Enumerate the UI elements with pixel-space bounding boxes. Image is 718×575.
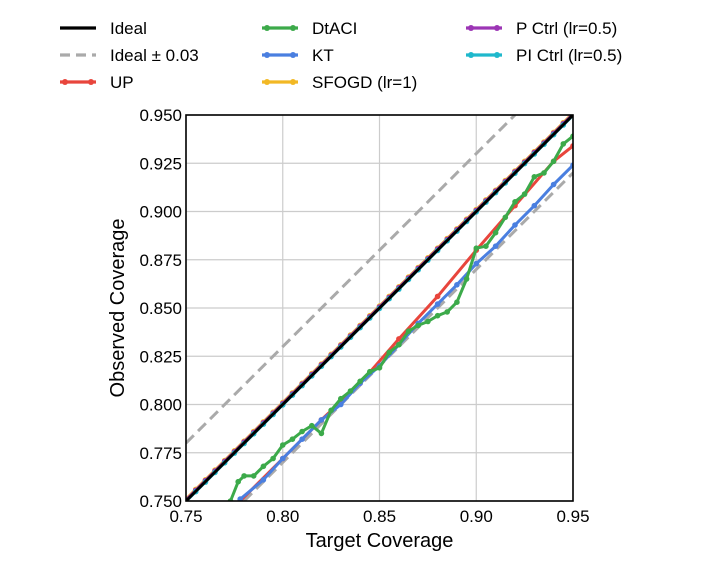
dtaci-point (550, 158, 557, 165)
dtaci-point (250, 473, 257, 479)
legend-label-dtaci: DtACI (312, 19, 357, 38)
legend-label-up: UP (110, 73, 134, 92)
kt-point (512, 222, 518, 228)
dtaci-point (241, 473, 247, 479)
legend-marker-up (88, 79, 94, 85)
kt-point (237, 496, 243, 501)
ideal-0-03-line (186, 115, 517, 445)
dtaci-point (463, 276, 470, 282)
kt-point (434, 301, 441, 307)
dtaci-point (512, 199, 518, 205)
y-tick-label: 0.800 (139, 396, 182, 415)
legend-label-p-ctrl-lr-0-5: P Ctrl (lr=0.5) (516, 19, 617, 38)
dtaci-point (386, 349, 393, 356)
dtaci-point (531, 174, 538, 180)
dtaci-point (425, 318, 431, 325)
x-tick-label: 0.95 (556, 507, 589, 526)
legend-marker-sfogd-lr-1 (290, 79, 296, 85)
dtaci-point (280, 442, 286, 448)
legend-marker-kt (290, 52, 296, 58)
dtaci-point (454, 299, 460, 306)
kt-point (531, 202, 538, 209)
legend-label-ideal-0-03: Ideal ± 0.03 (110, 46, 199, 65)
dtaci-point (492, 229, 499, 236)
dtaci-point (367, 368, 373, 375)
dtaci-point (376, 365, 383, 371)
legend-label-kt: KT (312, 46, 334, 65)
dtaci-point (483, 243, 489, 249)
kt-point (299, 436, 305, 443)
y-tick-label: 0.950 (139, 106, 182, 125)
x-tick-label: 0.80 (266, 507, 299, 526)
dtaci-point (318, 430, 325, 437)
dtaci-point (560, 141, 567, 147)
axis-ticks: 0.75 0.80 0.85 0.90 0.95 0.750 0.775 0.800 0.825… (139, 106, 589, 526)
kt-point (550, 181, 557, 188)
legend-marker-sfogd-lr-1 (264, 79, 270, 85)
y-tick-label: 0.900 (139, 203, 182, 222)
dtaci-point (347, 388, 354, 394)
legend-label-sfogd-lr-1: SFOGD (lr=1) (312, 73, 417, 92)
plot-frame (185, 114, 574, 502)
y-axis-label: Observed Coverage (107, 219, 129, 398)
dtaci-point (338, 395, 344, 402)
legend-marker-dtaci (264, 25, 270, 31)
y-tick-label: 0.750 (139, 492, 182, 511)
legend-marker-up (62, 79, 68, 85)
dtaci-point (260, 463, 267, 470)
legend-marker-p-ctrl-lr-0-5 (468, 25, 474, 31)
legend-marker-dtaci (290, 25, 296, 31)
plot-series (186, 115, 573, 501)
up-point (434, 293, 441, 300)
kt-point (473, 260, 480, 267)
legend-marker-pi-ctrl-lr-0-5 (494, 52, 500, 58)
dtaci-point (415, 322, 422, 329)
kt-line (239, 164, 573, 501)
up-line (239, 144, 573, 501)
legend-marker-pi-ctrl-lr-0-5 (468, 52, 474, 58)
x-tick-label: 0.75 (169, 507, 202, 526)
legend-marker-kt (264, 52, 270, 58)
y-tick-label: 0.875 (139, 251, 182, 270)
y-tick-label: 0.925 (139, 154, 182, 173)
legend-label-pi-ctrl-lr-0-5: PI Ctrl (lr=0.5) (516, 46, 622, 65)
dtaci-point (299, 428, 305, 435)
dtaci-point (309, 422, 315, 429)
dtaci-point (357, 378, 363, 385)
legend-marker-p-ctrl-lr-0-5 (494, 25, 500, 31)
dtaci-point (405, 328, 412, 335)
dtaci-point (521, 191, 528, 197)
kt-point (492, 243, 499, 249)
kt-point (260, 477, 267, 483)
ideal-0-03-line (243, 171, 573, 501)
dtaci-point (289, 436, 296, 443)
dtaci-point (235, 478, 241, 485)
legend: Ideal Ideal ± 0.03 UP DtACI KT SFOGD (lr=1) P … (60, 19, 622, 92)
y-tick-label: 0.850 (139, 299, 182, 318)
kt-point (454, 282, 460, 288)
dtaci-point (444, 309, 451, 315)
dtaci-point (434, 312, 441, 319)
dtaci-point (473, 245, 480, 251)
x-tick-label: 0.90 (460, 507, 493, 526)
dtaci-point (270, 455, 276, 462)
kt-point (280, 455, 286, 462)
legend-label-ideal: Ideal (110, 19, 147, 38)
dtaci-point (541, 170, 547, 176)
x-axis-label: Target Coverage (306, 530, 454, 552)
y-tick-label: 0.775 (139, 444, 182, 463)
x-tick-label: 0.85 (363, 507, 396, 526)
dtaci-point (328, 407, 334, 414)
dtaci-point (502, 214, 509, 221)
ideal-line (186, 115, 573, 501)
y-tick-label: 0.825 (139, 347, 182, 366)
dtaci-point (396, 341, 402, 348)
kt-point (338, 401, 344, 408)
kt-point (318, 417, 325, 423)
